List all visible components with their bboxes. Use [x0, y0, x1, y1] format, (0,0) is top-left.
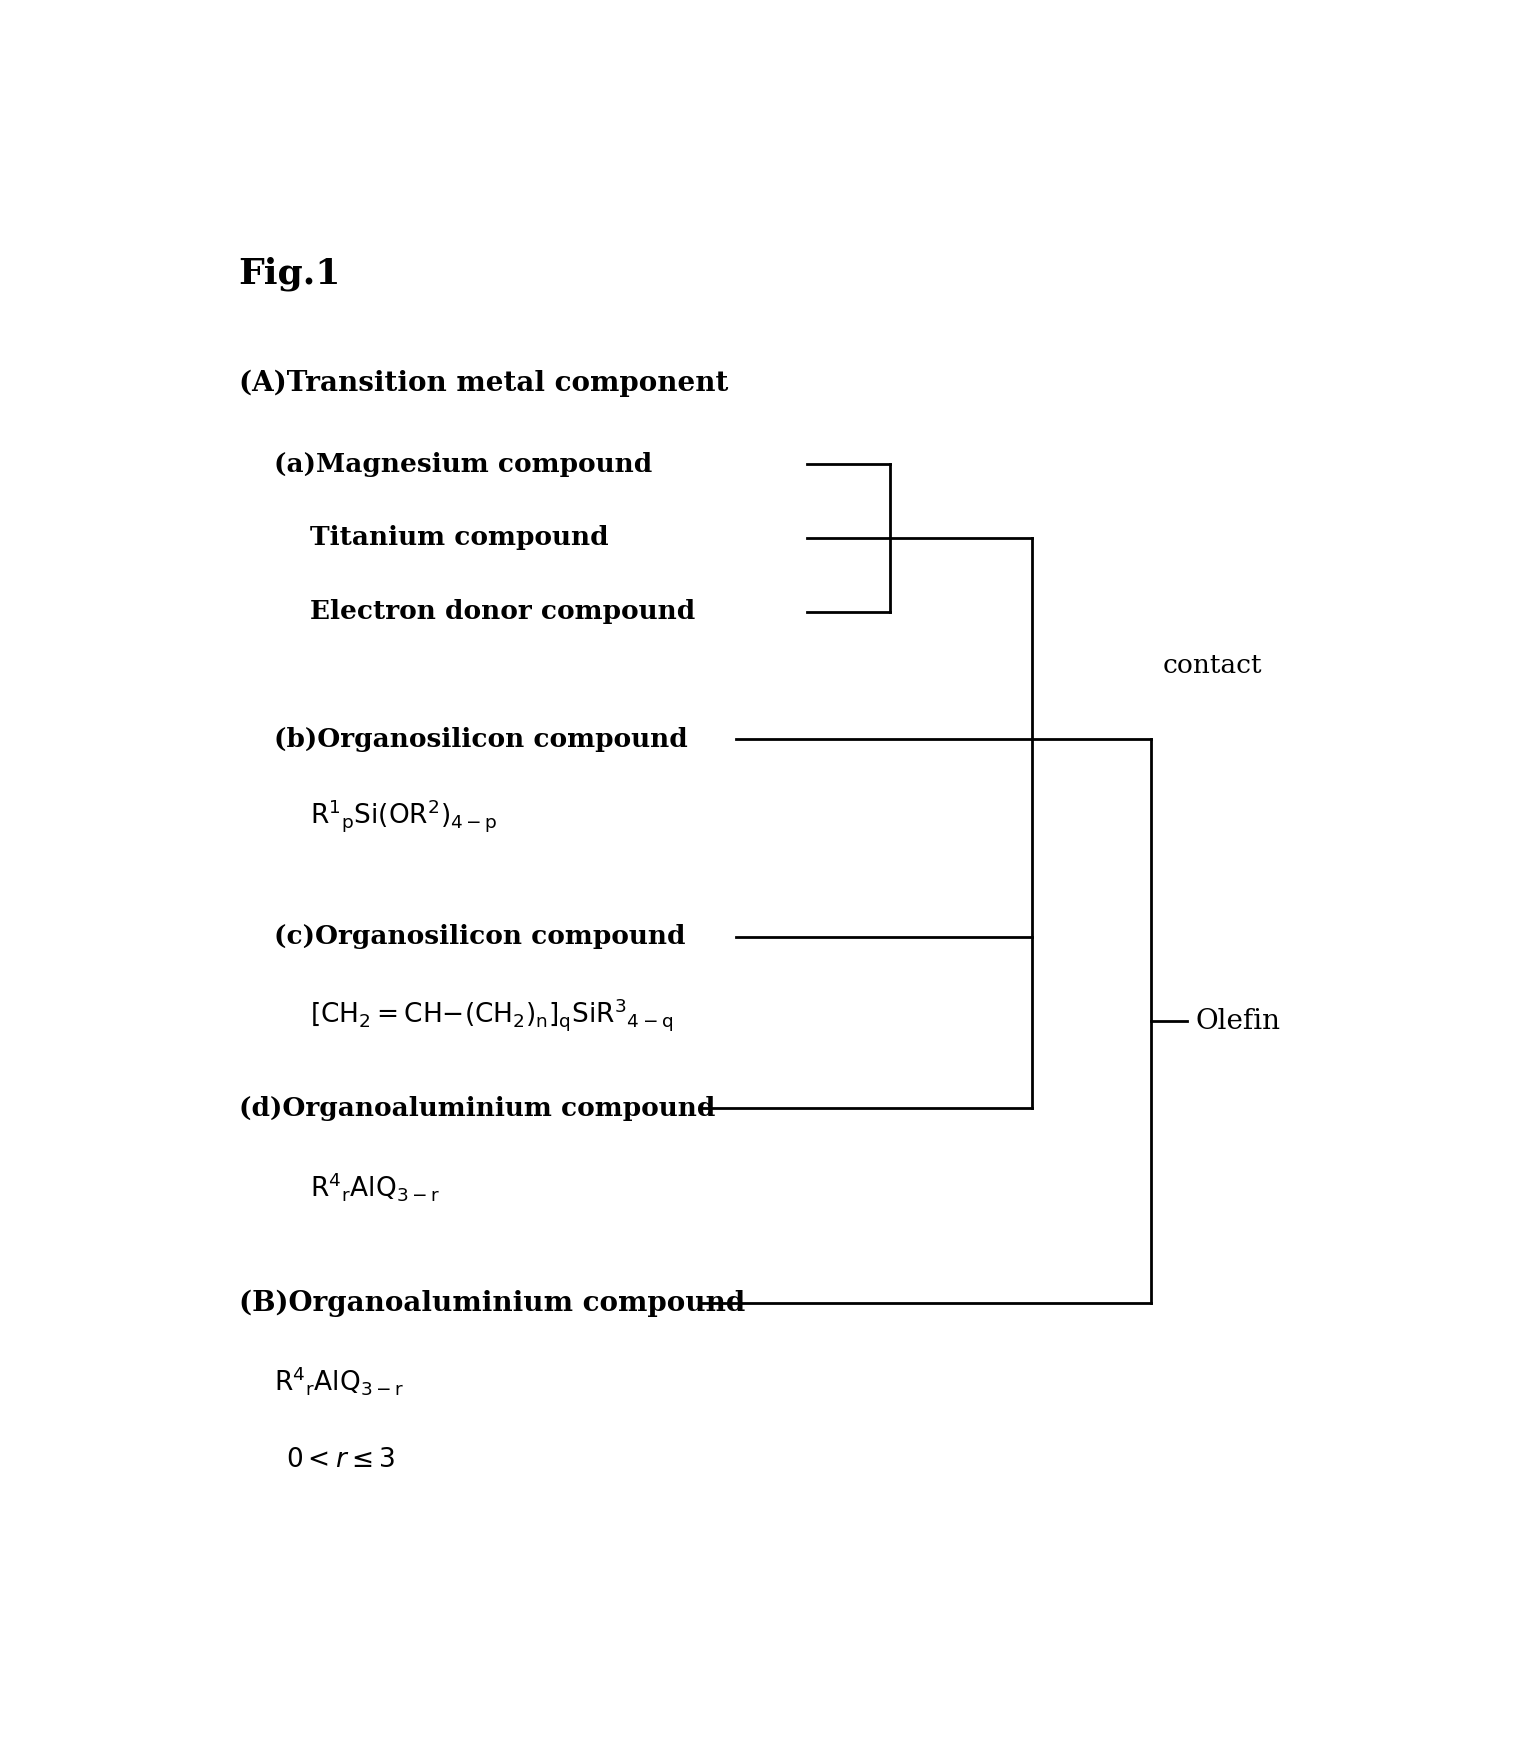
Text: (b)Organosilicon compound: (b)Organosilicon compound	[274, 727, 688, 751]
Text: (a)Magnesium compound: (a)Magnesium compound	[274, 451, 653, 476]
Text: (c)Organosilicon compound: (c)Organosilicon compound	[274, 924, 685, 950]
Text: $\rm [CH_2{=}CH{-}(CH_2)_n]_q SiR^3{}_{4-q}$: $\rm [CH_2{=}CH{-}(CH_2)_n]_q SiR^3{}_{4…	[309, 995, 673, 1034]
Text: $\rm R^4{}_r AlQ_{3-r}$: $\rm R^4{}_r AlQ_{3-r}$	[309, 1170, 440, 1203]
Text: (d)Organoaluminium compound: (d)Organoaluminium compound	[239, 1096, 716, 1121]
Text: (B)Organoaluminium compound: (B)Organoaluminium compound	[239, 1290, 745, 1316]
Text: Fig.1: Fig.1	[239, 256, 341, 291]
Text: contact: contact	[1164, 654, 1263, 678]
Text: (A)Transition metal component: (A)Transition metal component	[239, 370, 728, 397]
Text: $\rm R^4{}_r AlQ_{3-r}$: $\rm R^4{}_r AlQ_{3-r}$	[274, 1365, 404, 1398]
Text: Olefin: Olefin	[1196, 1007, 1281, 1035]
Text: Electron donor compound: Electron donor compound	[309, 600, 694, 624]
Text: $0 < r \leq 3$: $0 < r \leq 3$	[286, 1447, 394, 1473]
Text: Titanium compound: Titanium compound	[309, 525, 609, 551]
Text: $\rm R^1{}_p Si(OR^2)_{4-p}$: $\rm R^1{}_p Si(OR^2)_{4-p}$	[309, 797, 497, 835]
